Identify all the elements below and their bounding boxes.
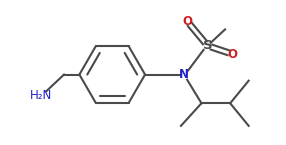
Text: O: O bbox=[182, 15, 192, 28]
Text: S: S bbox=[203, 39, 212, 52]
Text: N: N bbox=[179, 68, 189, 81]
Text: O: O bbox=[227, 48, 237, 60]
Text: H₂N: H₂N bbox=[30, 89, 53, 102]
